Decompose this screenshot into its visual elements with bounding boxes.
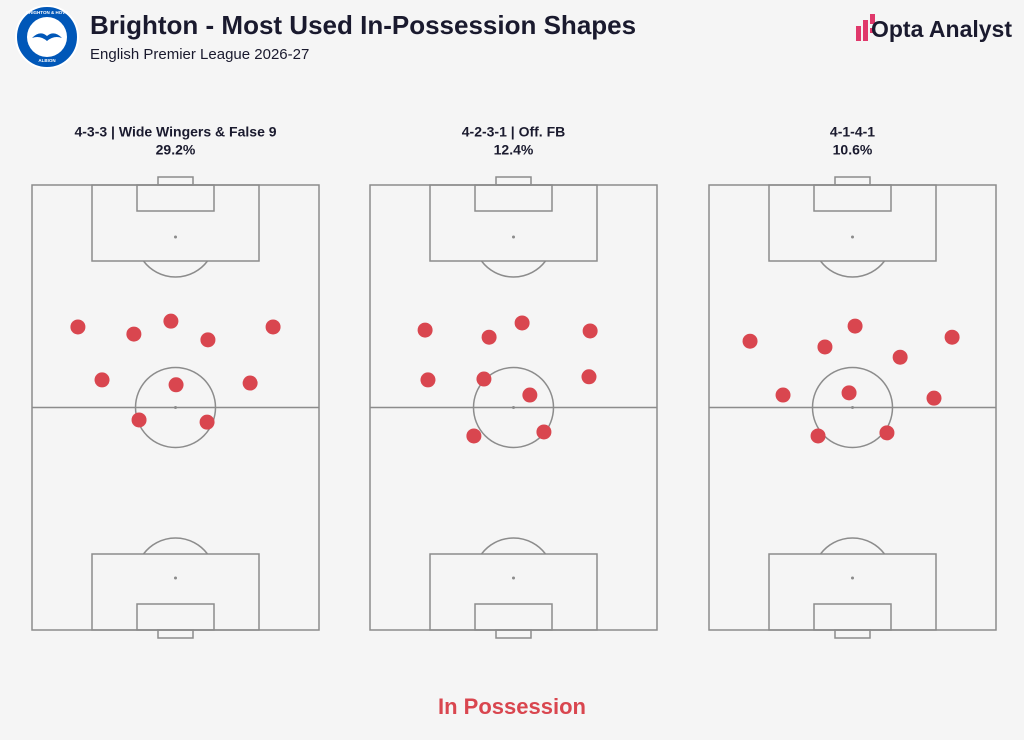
- penalty-arc: [480, 537, 547, 555]
- chart-title: 4-2-3-1 | Off. FB: [462, 124, 565, 140]
- centre-spot: [512, 406, 515, 409]
- penalty-spot: [174, 576, 177, 580]
- penalty-spot: [512, 576, 515, 580]
- penalty-arc: [142, 537, 209, 555]
- player-dot: [892, 349, 908, 365]
- penalty-spot: [174, 235, 177, 239]
- club-logo: BRIGHTON & HOVE ALBION: [15, 5, 79, 69]
- chart-subtitle: 10.6%: [833, 142, 873, 158]
- formation-chart: 4-1-4-1 10.6%: [708, 124, 997, 639]
- brand: Opta Analyst: [856, 14, 1012, 42]
- penalty-spot: [851, 235, 854, 239]
- player-dot: [481, 329, 497, 345]
- formation-chart: 4-2-3-1 | Off. FB 12.4%: [369, 124, 658, 639]
- centre-circle: [472, 366, 555, 449]
- player-dot: [582, 323, 598, 339]
- centre-spot: [851, 406, 854, 409]
- chart-title: 4-1-4-1: [830, 124, 875, 140]
- logo-text: ALBION: [38, 58, 55, 63]
- player-dot: [417, 322, 433, 338]
- player-dot: [841, 385, 857, 401]
- centre-circle: [811, 366, 894, 449]
- centre-circle: [134, 366, 217, 449]
- player-dot: [168, 377, 184, 393]
- penalty-arc: [819, 260, 886, 278]
- player-dot: [420, 372, 436, 388]
- formation-chart: 4-3-3 | Wide Wingers & False 9 29.2%: [31, 124, 320, 639]
- player-dot: [163, 313, 179, 329]
- penalty-arc: [480, 260, 547, 278]
- penalty-arc: [819, 537, 886, 555]
- player-dot: [926, 390, 942, 406]
- player-dot: [847, 318, 863, 334]
- centre-spot: [174, 406, 177, 409]
- player-dot: [817, 339, 833, 355]
- player-dot: [131, 412, 147, 428]
- goal: [495, 176, 532, 186]
- goal: [157, 176, 194, 186]
- player-dot: [126, 326, 142, 342]
- player-dot: [94, 372, 110, 388]
- logo-text: BRIGHTON & HOVE: [26, 10, 68, 15]
- player-dot: [265, 319, 281, 335]
- player-dot: [581, 369, 597, 385]
- player-dot: [522, 387, 538, 403]
- penalty-spot: [512, 235, 515, 239]
- player-dot: [242, 375, 258, 391]
- goal: [495, 629, 532, 639]
- player-dot: [775, 387, 791, 403]
- penalty-arc: [142, 260, 209, 278]
- goal: [157, 629, 194, 639]
- player-dot: [70, 319, 86, 335]
- goal: [834, 629, 871, 639]
- penalty-spot: [851, 576, 854, 580]
- player-dot: [466, 428, 482, 444]
- title: Brighton - Most Used In-Possession Shape…: [90, 10, 636, 40]
- player-dot: [879, 425, 895, 441]
- player-dot: [476, 371, 492, 387]
- footer-label: In Possession: [438, 694, 586, 719]
- chart-subtitle: 29.2%: [156, 142, 196, 158]
- player-dot: [944, 329, 960, 345]
- player-dot: [810, 428, 826, 444]
- goal: [834, 176, 871, 186]
- player-dot: [742, 333, 758, 349]
- subtitle: English Premier League 2026-27: [90, 46, 309, 63]
- player-dot: [536, 424, 552, 440]
- player-dot: [200, 332, 216, 348]
- chart-subtitle: 12.4%: [494, 142, 534, 158]
- player-dot: [514, 315, 530, 331]
- chart-title: 4-3-3 | Wide Wingers & False 9: [74, 124, 276, 140]
- brand-text: Opta Analyst: [871, 16, 1012, 42]
- player-dot: [199, 414, 215, 430]
